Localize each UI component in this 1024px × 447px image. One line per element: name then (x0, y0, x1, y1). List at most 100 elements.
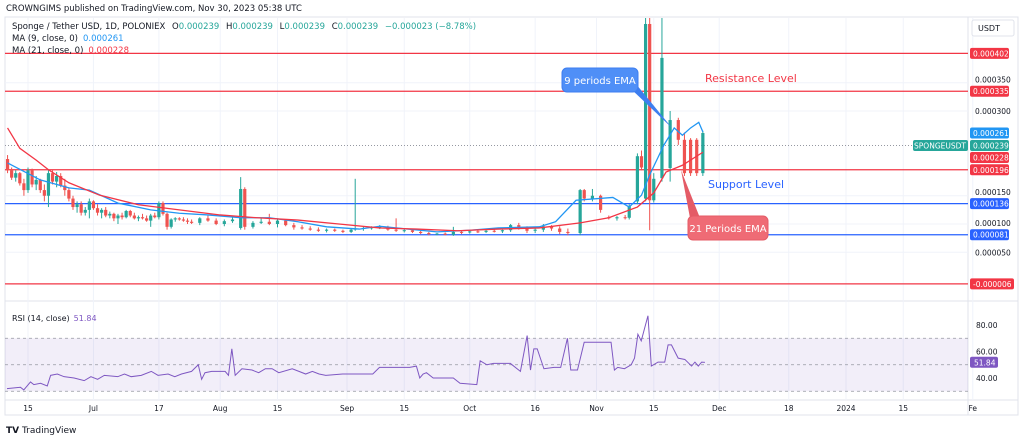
price-label: 0.000335 (973, 87, 1009, 96)
candle (230, 217, 235, 223)
candle (46, 170, 51, 208)
candle-body (419, 231, 423, 234)
price-label-badge (970, 139, 1009, 151)
candle (566, 228, 570, 236)
ema9-line (7, 121, 704, 233)
candle-body (38, 179, 42, 191)
candle-body (615, 217, 619, 219)
candle (558, 226, 562, 235)
candle-body (259, 221, 263, 223)
candle (623, 214, 627, 220)
candle (14, 170, 18, 182)
candle-body (132, 215, 136, 219)
candle-body (668, 120, 672, 169)
tradingview-logo[interactable]: TV TradingView (6, 426, 76, 436)
candle-body (59, 175, 63, 186)
candle (643, 18, 648, 202)
candle-body (79, 204, 83, 213)
ema9-callout[interactable]: 9 periods EMA (561, 67, 672, 128)
candle-body (222, 221, 226, 224)
candle-body (459, 231, 464, 233)
candle (259, 218, 263, 224)
candle-body (46, 173, 51, 196)
candle-body (533, 229, 537, 231)
rsi-tick-label: 60.00 (976, 348, 998, 357)
candle (165, 212, 169, 230)
candles (5, 18, 705, 236)
resistance-label[interactable]: Resistance Level (705, 72, 797, 85)
time-tick-label: 2024 (836, 404, 855, 413)
candle (75, 201, 79, 213)
price-label: -0.000006 (973, 280, 1012, 289)
candle (308, 226, 312, 231)
candle-body (476, 231, 480, 233)
candle (316, 227, 320, 232)
ema21-line (6, 127, 704, 232)
candle-body (682, 139, 687, 174)
rsi-value-label: 51.84 (974, 358, 996, 367)
candle-body (136, 217, 141, 219)
candle-body (324, 229, 329, 231)
candle-body (333, 229, 337, 231)
candle-body (18, 173, 22, 184)
candle (30, 168, 34, 188)
candle-body (468, 231, 472, 233)
candle (660, 18, 664, 182)
candle (427, 231, 431, 236)
ema21-callout[interactable]: 21 Periods EMA (681, 170, 769, 241)
candle-body (443, 233, 447, 235)
candle-body (63, 185, 67, 191)
price-label: 0.000136 (973, 200, 1009, 209)
candle-body (484, 230, 488, 232)
price-label: 0.000402 (973, 49, 1009, 58)
candle (18, 172, 22, 186)
price-tick-label: 0.000100 (975, 219, 1011, 228)
candle (140, 213, 145, 220)
ma9-legend: MA (9, close, 0) 0.000261 (12, 34, 124, 44)
currency-button[interactable]: USDT (971, 19, 1015, 37)
candle-body (91, 201, 96, 209)
candle-body (349, 229, 353, 232)
candle-body (635, 156, 640, 202)
candle-body (169, 219, 173, 227)
candle (169, 218, 173, 229)
candle (177, 217, 181, 221)
candle (243, 187, 247, 230)
candle (87, 198, 91, 219)
candle-body (100, 209, 104, 213)
candle-body (239, 188, 243, 228)
support-label[interactable]: Support Level (708, 178, 784, 191)
symbol-name: Sponge / Tether USD, 1D, POLONIEX (12, 22, 165, 32)
candle-body (284, 220, 288, 226)
candle (251, 221, 255, 229)
candle (100, 208, 104, 219)
candle (132, 212, 136, 220)
time-tick-label: 15 (649, 404, 659, 413)
candle-body (300, 227, 304, 229)
time-axis[interactable]: 15 Jul 17 Aug 15 Sep 15 Oct 16 Nov 15 Dec 18 2024 15 Fe (23, 404, 977, 413)
svg-text:SPONGEUSDT: SPONGEUSDT (914, 141, 966, 150)
price-axis[interactable]: 0.000350 0.000300 0.000150 0.000100 0.000050… (970, 47, 1014, 290)
candle-body (50, 173, 55, 182)
price-label-badge (970, 47, 1009, 59)
candle-body (492, 230, 496, 232)
candle (10, 167, 14, 180)
candle-body (316, 229, 320, 231)
price-label-badge (970, 85, 1009, 97)
rsi-axis[interactable]: 80.00 60.00 40.00 51.84 (970, 321, 998, 383)
candle-body (157, 203, 161, 218)
price-tick-label: 0.000050 (975, 248, 1011, 257)
candle (615, 216, 619, 221)
candle (22, 178, 26, 196)
candle-body (153, 215, 157, 218)
candle (353, 178, 357, 231)
svg-text:21 Periods EMA: 21 Periods EMA (689, 224, 766, 235)
candle-body (30, 170, 34, 185)
price-label-badge (970, 198, 1009, 210)
price-label: 0.000239 (973, 141, 1009, 150)
horizontal-levels[interactable] (5, 52, 968, 285)
candle-body (173, 218, 177, 220)
candle-body (599, 195, 603, 210)
candle (79, 201, 83, 216)
